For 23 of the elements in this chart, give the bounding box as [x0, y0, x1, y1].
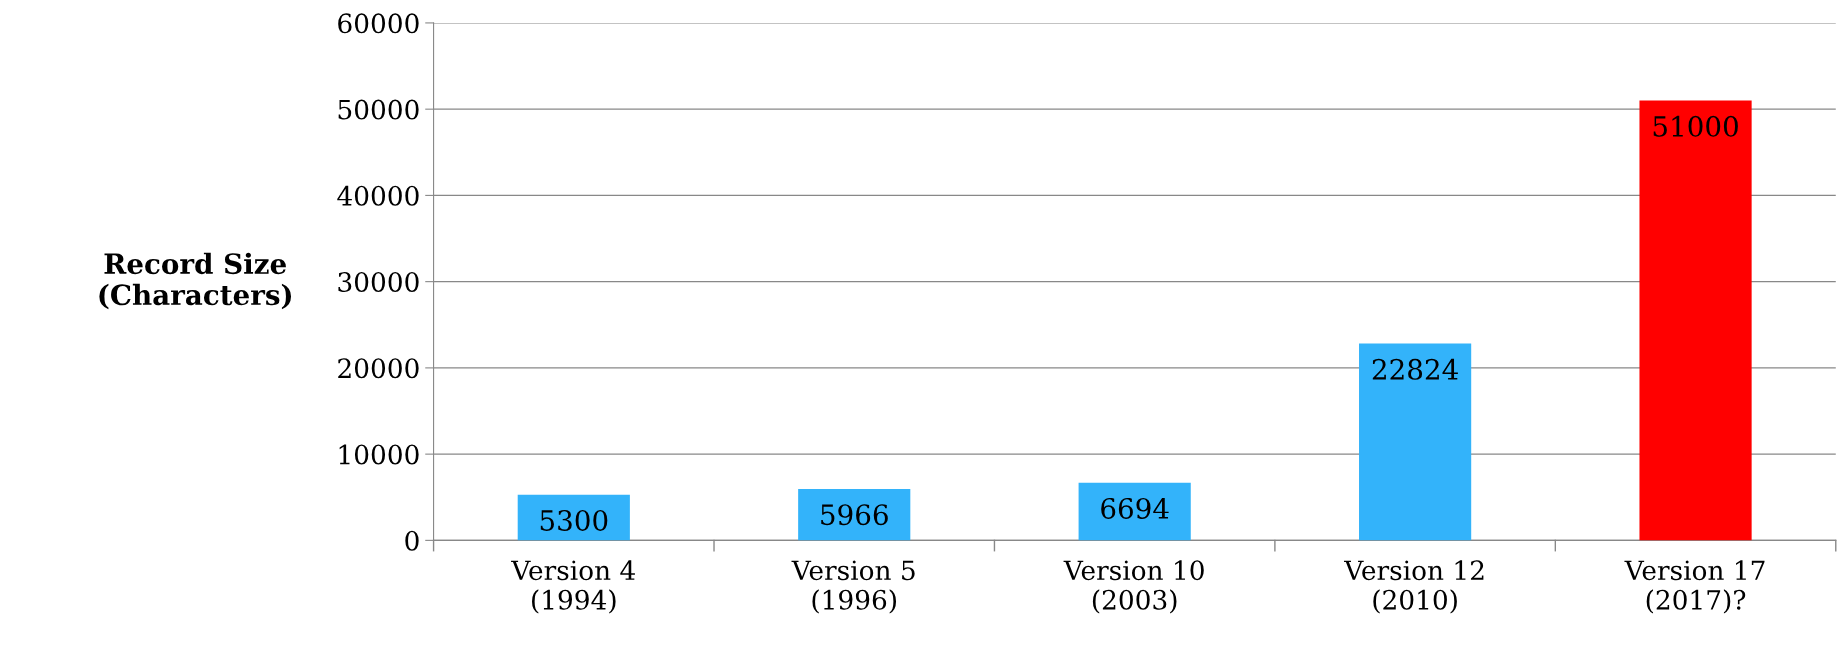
y-axis-title: Record Size (Characters): [99, 252, 292, 310]
y-tick-label: 40000: [337, 185, 419, 206]
y-tick-label: 30000: [338, 272, 419, 293]
x-tick-label: Version 12 (2010): [1344, 560, 1484, 614]
bar: [1078, 482, 1191, 541]
bar: [1639, 100, 1752, 541]
data-label: 6694: [1101, 497, 1169, 519]
data-label: 51000: [1653, 115, 1738, 137]
bar: [1359, 343, 1472, 541]
y-tick-label: 60000: [338, 13, 419, 34]
x-tick-label: Version 4 (1994): [511, 560, 635, 614]
y-tick-label: 10000: [339, 444, 419, 465]
data-label: 22824: [1372, 358, 1458, 380]
bar: [517, 494, 630, 541]
y-tick-label: 20000: [338, 358, 419, 379]
x-tick-label: Version 17 (2017)?: [1624, 560, 1765, 614]
data-label: 5966: [821, 504, 888, 526]
x-tick-label: Version 10 (2003): [1063, 560, 1204, 614]
data-label: 5300: [540, 509, 608, 531]
x-tick-label: Version 5 (1996): [791, 560, 915, 614]
y-tick-label: 50000: [338, 99, 419, 120]
y-tick-label: 0: [405, 530, 419, 551]
bar: [798, 488, 911, 541]
